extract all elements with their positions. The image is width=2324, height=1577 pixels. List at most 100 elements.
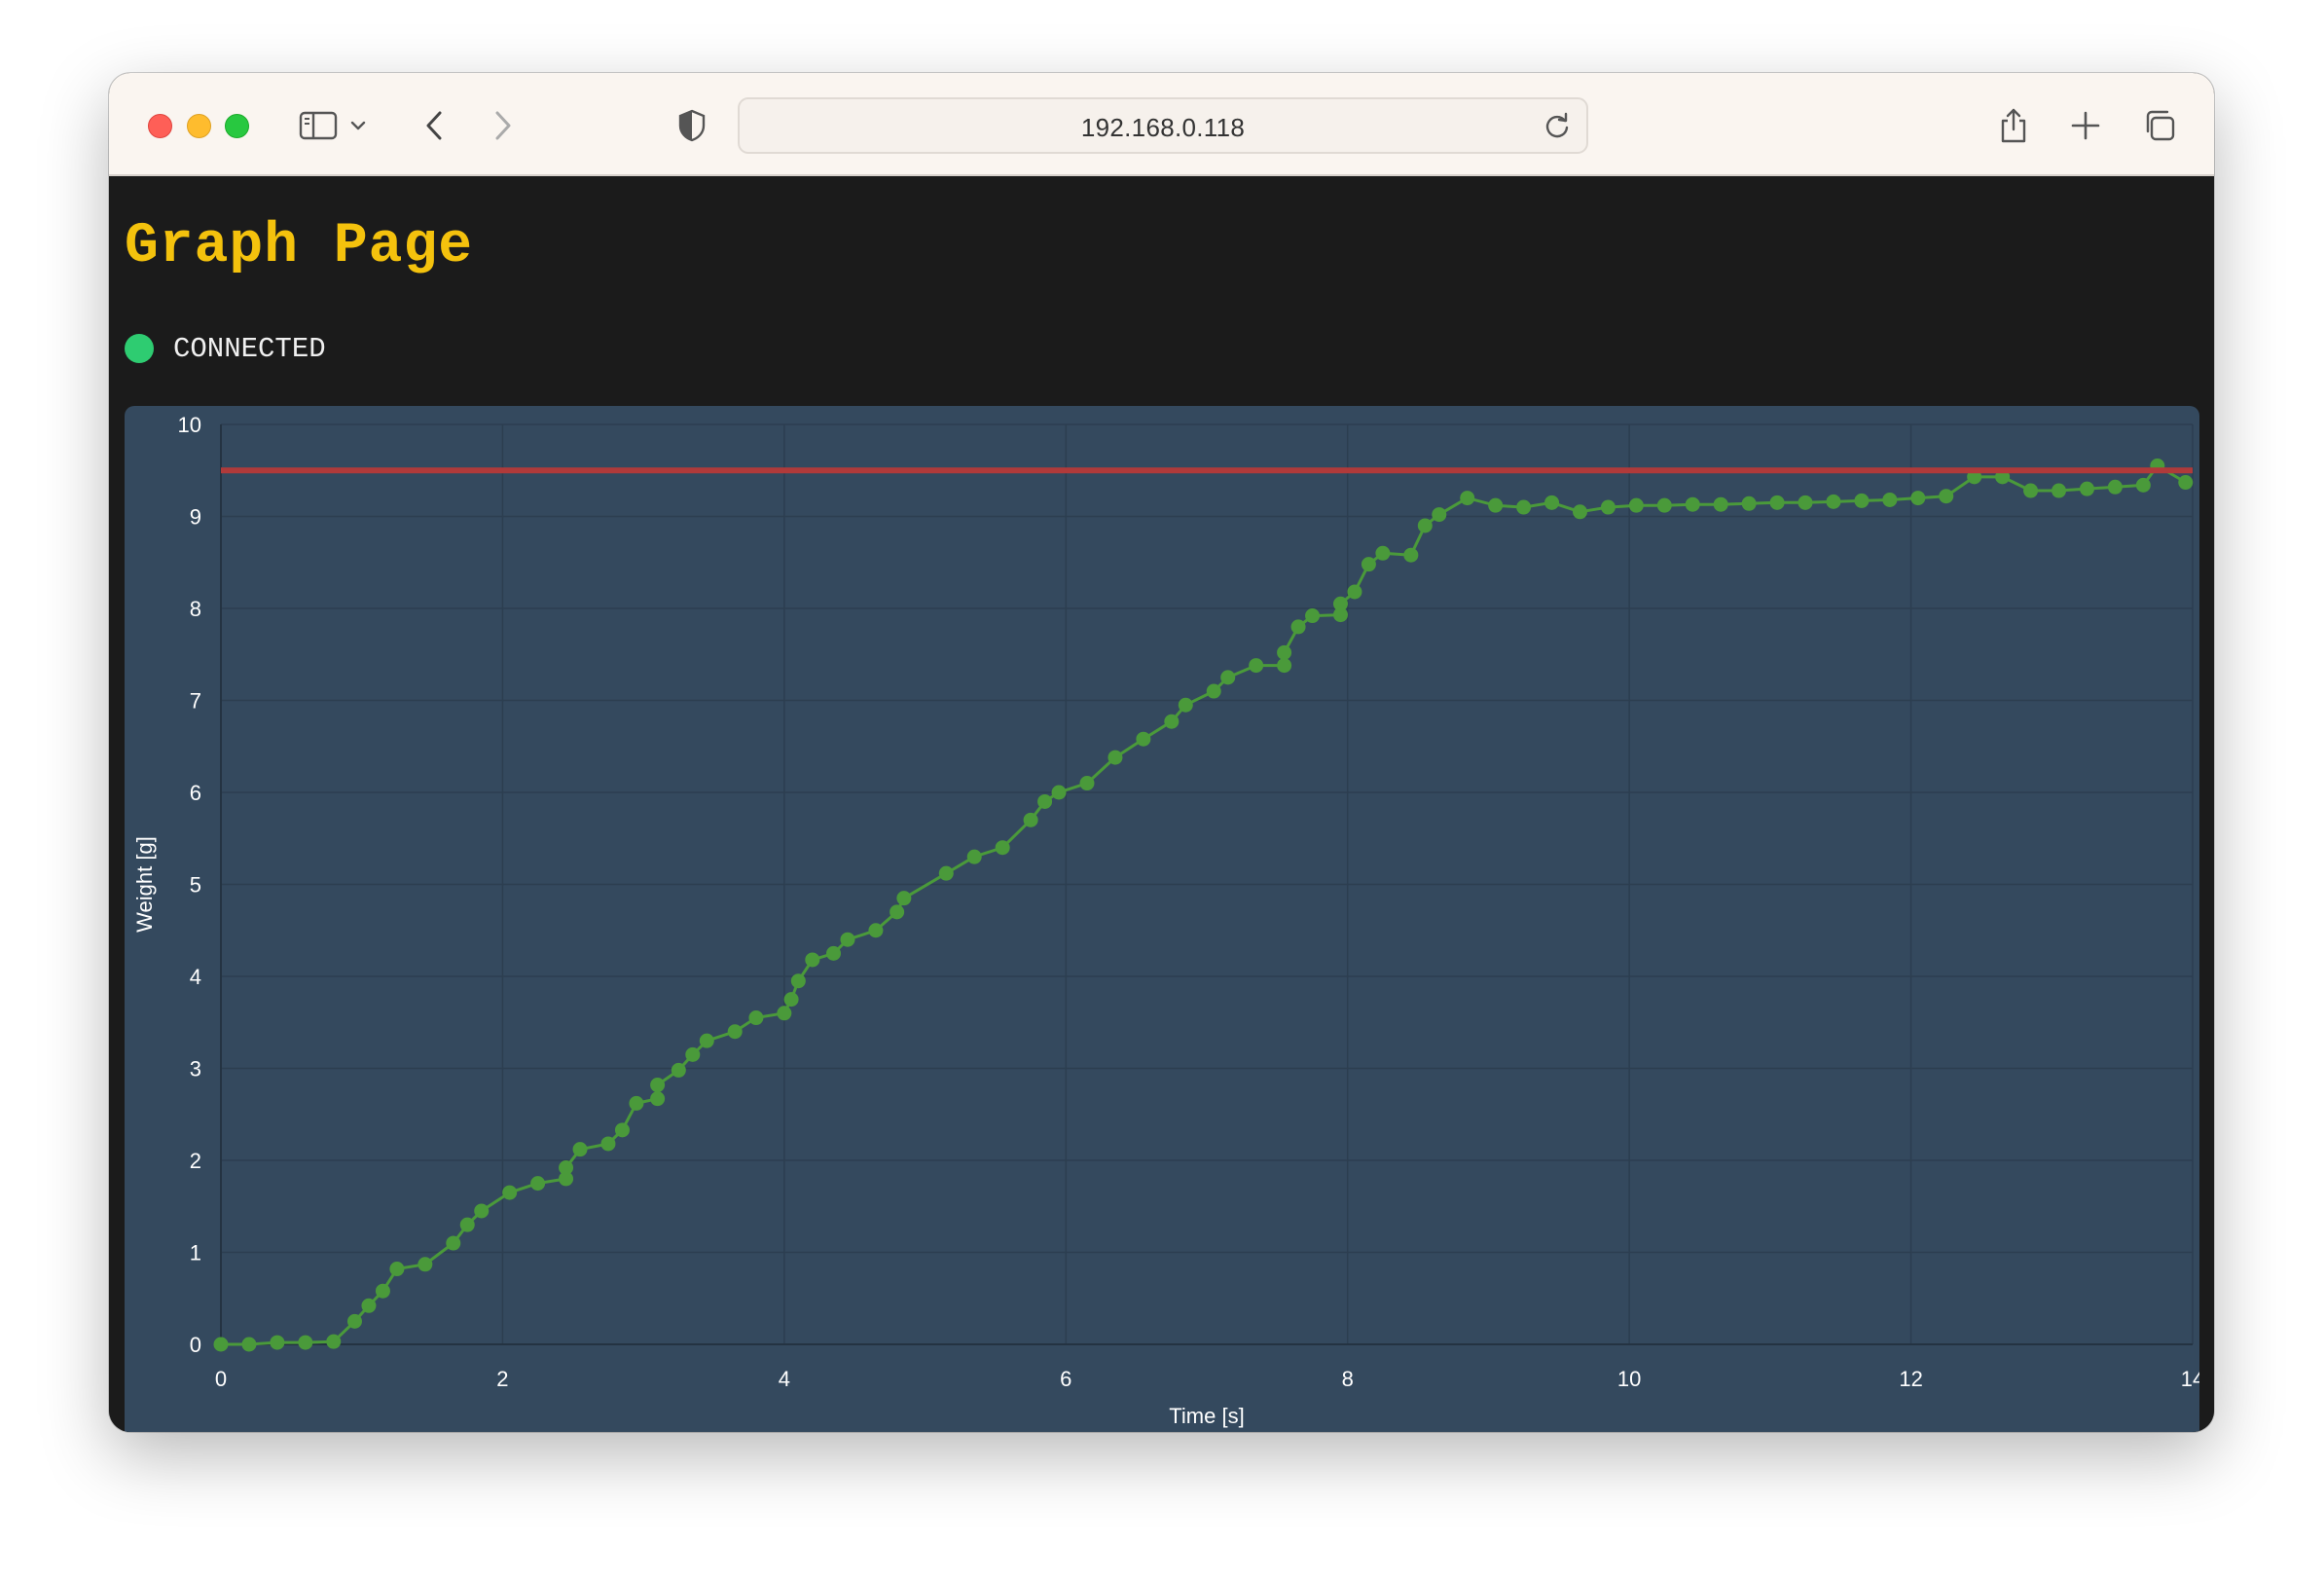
data-point bbox=[213, 1337, 229, 1352]
data-point bbox=[474, 1203, 490, 1219]
y-axis-title: Weight [g] bbox=[132, 836, 157, 933]
data-point bbox=[805, 952, 820, 968]
privacy-shield-icon[interactable] bbox=[669, 102, 715, 149]
data-point bbox=[459, 1217, 475, 1232]
data-point bbox=[896, 891, 912, 906]
y-tick-label: 7 bbox=[190, 689, 201, 714]
data-point bbox=[783, 992, 799, 1008]
data-point bbox=[790, 973, 806, 989]
data-point bbox=[1178, 697, 1193, 713]
y-tick-label: 1 bbox=[190, 1241, 201, 1265]
data-point bbox=[685, 1046, 701, 1062]
data-point bbox=[418, 1257, 433, 1272]
share-icon[interactable] bbox=[1990, 102, 2037, 149]
data-point bbox=[671, 1062, 686, 1078]
minimize-window-button[interactable] bbox=[187, 114, 211, 138]
y-tick-label: 9 bbox=[190, 505, 201, 530]
data-point bbox=[600, 1136, 616, 1152]
data-point bbox=[241, 1337, 257, 1352]
data-point bbox=[1628, 497, 1644, 513]
data-point bbox=[1290, 619, 1306, 635]
data-point bbox=[1108, 750, 1123, 765]
x-tick-label: 14 bbox=[2181, 1367, 2199, 1391]
browser-toolbar: 192.168.0.118 bbox=[109, 73, 2214, 176]
data-point bbox=[614, 1122, 630, 1138]
y-tick-label: 5 bbox=[190, 873, 201, 898]
data-point bbox=[1432, 507, 1447, 523]
data-point bbox=[1713, 496, 1728, 512]
data-point bbox=[1164, 714, 1180, 729]
data-point bbox=[966, 849, 982, 864]
tab-overview-icon[interactable] bbox=[2136, 102, 2183, 149]
data-point bbox=[840, 932, 855, 947]
data-point bbox=[2079, 481, 2094, 496]
data-point bbox=[1277, 644, 1292, 660]
data-point bbox=[1685, 496, 1700, 512]
data-point bbox=[1544, 495, 1560, 510]
data-point bbox=[938, 865, 954, 881]
data-point bbox=[1826, 494, 1841, 509]
data-point bbox=[2178, 475, 2194, 491]
data-point bbox=[502, 1185, 518, 1200]
data-point bbox=[1277, 658, 1292, 674]
zoom-window-button[interactable] bbox=[225, 114, 249, 138]
data-point bbox=[298, 1335, 313, 1350]
data-point bbox=[1460, 491, 1475, 506]
data-point bbox=[1347, 584, 1362, 600]
data-point bbox=[530, 1176, 546, 1192]
y-tick-label: 2 bbox=[190, 1149, 201, 1173]
address-bar[interactable]: 192.168.0.118 bbox=[738, 97, 1588, 154]
new-tab-icon[interactable] bbox=[2062, 102, 2109, 149]
data-point bbox=[650, 1091, 666, 1107]
data-point bbox=[389, 1262, 405, 1277]
x-tick-label: 12 bbox=[1899, 1367, 1922, 1391]
data-point bbox=[868, 923, 884, 938]
close-window-button[interactable] bbox=[148, 114, 172, 138]
data-point bbox=[326, 1334, 342, 1349]
data-point bbox=[995, 840, 1010, 856]
x-tick-label: 10 bbox=[1617, 1367, 1641, 1391]
data-point bbox=[572, 1142, 588, 1157]
data-point bbox=[270, 1335, 285, 1350]
data-point bbox=[727, 1024, 743, 1040]
data-point bbox=[890, 904, 905, 920]
url-text: 192.168.0.118 bbox=[1080, 113, 1246, 142]
data-point bbox=[650, 1078, 666, 1093]
data-point bbox=[1600, 499, 1616, 515]
x-tick-label: 2 bbox=[496, 1367, 508, 1391]
x-tick-label: 0 bbox=[215, 1367, 227, 1391]
back-arrow-icon[interactable] bbox=[412, 102, 458, 149]
x-tick-label: 6 bbox=[1060, 1367, 1071, 1391]
data-point bbox=[1656, 497, 1672, 513]
data-point bbox=[1332, 607, 1348, 623]
status-indicator-dot bbox=[125, 334, 154, 363]
data-point bbox=[629, 1095, 644, 1111]
data-point bbox=[1051, 785, 1067, 800]
data-point bbox=[699, 1033, 714, 1048]
data-point bbox=[748, 1010, 764, 1026]
data-point bbox=[346, 1313, 362, 1329]
y-tick-label: 3 bbox=[190, 1057, 201, 1082]
data-point bbox=[1882, 492, 1898, 507]
chart-panel: 0 1 2 3 4 5 6 7 8 9 10 0 2 4 6 8 10 12 14 Time [s] Weight [g… bbox=[125, 406, 2199, 1432]
forward-arrow-icon[interactable] bbox=[479, 102, 526, 149]
data-point bbox=[1939, 489, 1954, 504]
data-point bbox=[1741, 495, 1757, 511]
x-tick-label: 8 bbox=[1342, 1367, 1354, 1391]
data-point bbox=[1332, 596, 1348, 611]
y-tick-label: 0 bbox=[190, 1333, 201, 1357]
data-point bbox=[446, 1235, 461, 1251]
data-point bbox=[2135, 477, 2151, 493]
data-point bbox=[1516, 499, 1532, 515]
page-title: Graph Page bbox=[125, 215, 474, 278]
data-point bbox=[361, 1298, 377, 1313]
y-tick-label: 8 bbox=[190, 597, 201, 621]
sidebar-toggle-icon[interactable] bbox=[295, 102, 342, 149]
connection-status: CONNECTED bbox=[173, 333, 326, 365]
reload-icon[interactable] bbox=[1542, 110, 1573, 141]
chevron-down-icon[interactable] bbox=[345, 102, 371, 149]
data-point bbox=[1037, 793, 1053, 809]
data-point bbox=[1854, 493, 1870, 508]
data-point bbox=[1206, 683, 1221, 699]
data-point bbox=[1769, 495, 1785, 510]
